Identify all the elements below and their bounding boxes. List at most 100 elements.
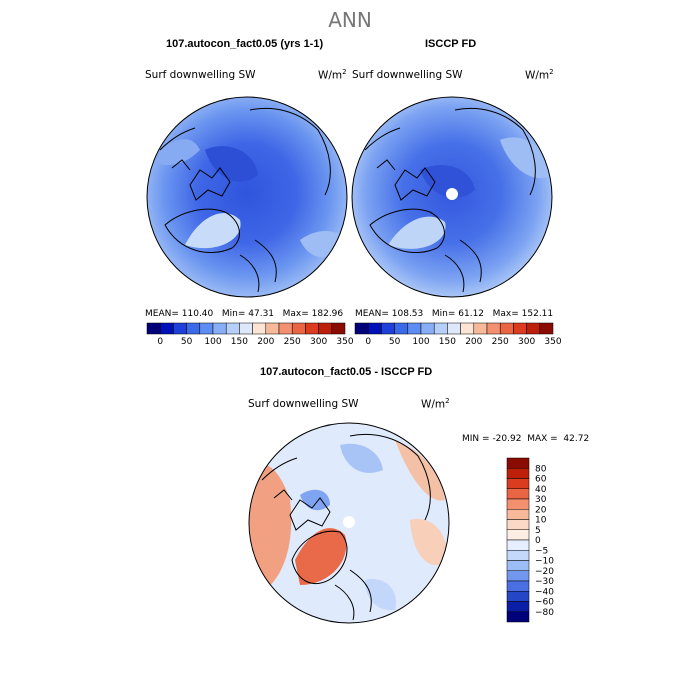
colorbar2-swatch-8 (460, 322, 475, 335)
colorbar3-swatch-6 (506, 519, 530, 530)
colorbar2-swatch-3 (394, 322, 409, 335)
panel2-stats: MEAN= 108.53 Min= 61.12 Max= 152.11 (355, 309, 553, 319)
colorbar3-swatch-14 (506, 601, 530, 612)
panel2-max-label: Max= (492, 309, 519, 319)
panel2-units: W/m2 (525, 68, 554, 82)
colorbar2-swatch-14 (539, 322, 554, 335)
panel1-title: 107.autocon_fact0.05 (yrs 1-1) (166, 38, 324, 50)
map2-coast-europe (444, 239, 482, 293)
colorbar3-swatch-7 (506, 529, 530, 541)
colorbar1-swatch-2 (173, 322, 187, 335)
colorbar2-tick-0: 0 (365, 337, 371, 347)
panel2-min: 61.12 (458, 309, 485, 319)
colorbar2-tick-1: 50 (389, 337, 401, 347)
map3-outline (248, 422, 450, 624)
panel1-max-label: Max= (282, 309, 309, 319)
map3-missing-data (343, 516, 355, 528)
map1-coast-alaska (159, 127, 196, 171)
colorbar1-swatch-0 (146, 322, 161, 335)
colorbar2-tick-6: 300 (518, 337, 535, 347)
map2-coast-greenland (369, 208, 445, 254)
map-panel2 (351, 96, 553, 298)
map3-warm-siberia (395, 440, 445, 501)
colorbar3-tick-14: −80 (535, 608, 554, 618)
page-title: ANN (328, 8, 372, 32)
colorbar2-tick-3: 150 (439, 337, 456, 347)
map2-coast-archipelago (394, 167, 436, 201)
map3-warm-west (249, 464, 292, 590)
diff-variable: Surf downwelling SW (248, 398, 359, 410)
colorbar1-tick-7: 350 (336, 337, 353, 347)
colorbar3-swatch-9 (506, 550, 530, 561)
panel2-max: 152.11 (521, 309, 554, 319)
colorbar1-swatch-13 (318, 322, 333, 335)
colorbar3-swatch-3 (506, 488, 530, 500)
colorbar3-tick-7: 0 (535, 536, 541, 546)
colorbar3-tick-10: −20 (535, 567, 554, 577)
colorbar1-tick-6: 300 (310, 337, 327, 347)
colorbar1-swatch-14 (331, 322, 346, 335)
colorbar1-swatch-6 (225, 322, 240, 335)
colorbar3-swatch-5 (506, 509, 530, 520)
panel1-variable: Surf downwelling SW (145, 69, 256, 81)
colorbar2-tick-2: 100 (412, 337, 429, 347)
colorbar3-swatch-8 (506, 539, 530, 551)
colorbar2-tick-5: 250 (492, 337, 509, 347)
colorbar1-tick-0: 0 (157, 337, 163, 347)
colorbar2-swatch-12 (513, 322, 527, 335)
map1-coast-siberia (249, 107, 331, 196)
colorbar3-tick-5: 10 (535, 516, 547, 526)
colorbar1-tick-1: 50 (181, 337, 193, 347)
colorbar3-tick-1: 60 (535, 475, 547, 485)
colorbar1-swatch-3 (186, 322, 201, 335)
colorbar2-swatch-11 (499, 322, 514, 335)
map1-coast-greenland (164, 208, 240, 254)
map2-greenland-region (388, 216, 446, 249)
colorbar3-swatch-1 (506, 468, 530, 479)
map3-coast-europe (334, 569, 372, 621)
panel1-mean: 110.40 (181, 309, 214, 319)
colorbar-panel2: 0 50 100 150 200 250 300 350 (354, 322, 562, 347)
colorbar2-swatch-1 (367, 322, 382, 335)
diff-max: 42.72 (563, 434, 590, 444)
colorbar3-tick-2: 40 (535, 485, 547, 495)
colorbar2-swatch-9 (473, 322, 488, 335)
diff-min: -20.92 (492, 434, 522, 444)
panel1-stats: MEAN= 110.40 Min= 47.31 Max= 182.96 (145, 309, 343, 319)
panel1-min-label: Min= (221, 309, 246, 319)
diff-title: 107.autocon_fact0.05 - ISCCP FD (260, 366, 433, 378)
colorbar1-swatch-9 (265, 322, 280, 335)
colorbar1-tick-3: 150 (231, 337, 248, 347)
colorbar3-tick-8: −5 (535, 546, 548, 556)
map1-coast-archipelago (189, 167, 231, 201)
panel1-units-exp: 2 (342, 68, 347, 76)
colorbar1-swatch-7 (239, 322, 253, 335)
map-panel1 (146, 96, 348, 298)
map1-core-region (205, 146, 258, 182)
colorbar2-swatch-6 (433, 322, 448, 335)
colorbar1-swatch-4 (199, 322, 214, 335)
panel2-variable: Surf downwelling SW (352, 69, 463, 81)
colorbar2-tick-4: 200 (465, 337, 482, 347)
map3-cool-north (340, 443, 383, 473)
colorbar3-tick-3: 30 (535, 495, 547, 505)
panel2-mean-label: MEAN= (355, 309, 389, 319)
colorbar3-swatch-12 (506, 580, 530, 592)
colorbar3-tick-0: 80 (535, 464, 547, 474)
colorbar3-swatch-2 (506, 478, 530, 489)
panel1-max: 182.96 (311, 309, 344, 319)
colorbar3-tick-11: −30 (535, 577, 554, 587)
diff-minmax: MIN = -20.92 MAX = 42.72 (462, 434, 589, 444)
map2-coast-alaska (364, 127, 401, 171)
colorbar1-tick-5: 250 (284, 337, 301, 347)
colorbar3-tick-6: 5 (535, 526, 541, 536)
colorbar3-swatch-4 (506, 498, 530, 510)
map2-missing-data (446, 188, 458, 200)
colorbar2-swatch-10 (486, 322, 501, 335)
panel2-title: ISCCP FD (425, 38, 477, 50)
map1-outline (146, 96, 348, 298)
map1-greenland-region (185, 213, 241, 249)
map2-coast-siberia (454, 107, 536, 196)
colorbar3-swatch-11 (506, 570, 530, 582)
